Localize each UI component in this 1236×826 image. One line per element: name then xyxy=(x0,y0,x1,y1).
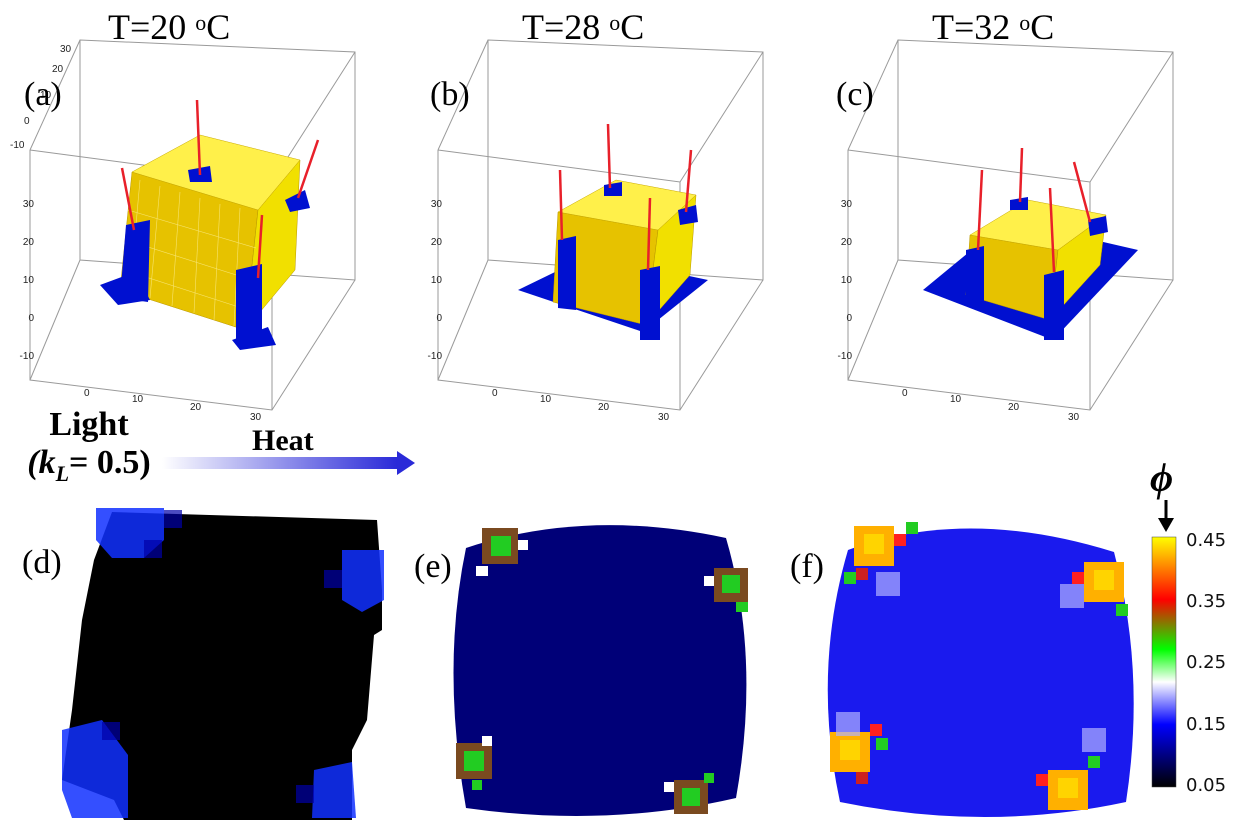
tick-vertical-a: 30 20 10 0 -10 xyxy=(19,199,34,362)
tick-vertical-b: 30 20 10 0 -10 xyxy=(427,199,442,362)
colorbar xyxy=(1151,536,1177,788)
heat-arrow xyxy=(162,451,415,475)
field-map-panel-d xyxy=(62,508,384,820)
field-map-panel-f xyxy=(827,522,1134,817)
heat-label: Heat xyxy=(252,424,314,457)
anchor-patches xyxy=(558,182,698,340)
hot-spot-tl xyxy=(844,522,918,596)
bounding-box xyxy=(437,39,764,411)
tick-bottom-a: 0 10 20 30 xyxy=(84,388,262,423)
tick-bottom-b: 0 10 20 30 xyxy=(492,388,670,423)
panel-label-b: (b) xyxy=(430,76,470,113)
panel-label-e: (e) xyxy=(414,548,452,585)
plot3d-panel-b xyxy=(437,39,764,411)
temperature-title-c: T=32 oC xyxy=(932,7,1055,47)
colorbar-pointer-icon xyxy=(1158,500,1174,532)
field-map-panel-e xyxy=(453,525,748,816)
anchor-patches xyxy=(966,197,1108,340)
panel-label-d: (d) xyxy=(22,544,62,581)
force-vectors xyxy=(976,147,1092,273)
anchor-patches xyxy=(100,166,310,350)
tick-bottom-c: 0 10 20 30 xyxy=(902,388,1080,423)
tick-depth-a: 30 20 10 0 -10 xyxy=(10,44,72,151)
force-vectors xyxy=(120,99,320,279)
panel-label-a: (a) xyxy=(24,76,62,113)
panel-label-f: (f) xyxy=(790,548,824,585)
hot-spot-tr xyxy=(1060,562,1128,616)
colorbar-tick-3: 0.15 xyxy=(1186,714,1227,735)
hot-spot-br xyxy=(664,773,714,814)
colorbar-tick-4: 0.05 xyxy=(1186,775,1227,796)
plot3d-panel-a xyxy=(29,39,356,411)
colorbar-symbol: ϕ xyxy=(1150,455,1174,500)
hot-spot-bl xyxy=(830,712,888,784)
light-label: Light (kL= 0.5) xyxy=(27,406,151,486)
hot-spot-bl xyxy=(456,736,492,790)
colorbar-tick-1: 0.35 xyxy=(1186,591,1227,612)
force-vectors xyxy=(558,123,693,271)
temperature-title-b: T=28 oC xyxy=(522,7,645,47)
hot-spot-br xyxy=(1036,728,1106,810)
panel-label-c: (c) xyxy=(836,76,874,113)
temperature-title-a: T=20 oC xyxy=(108,7,231,47)
plot3d-panel-c xyxy=(847,39,1174,411)
tick-vertical-c: 30 20 10 0 -10 xyxy=(837,199,852,362)
colorbar-tick-0: 0.45 xyxy=(1186,530,1227,551)
colorbar-tick-2: 0.25 xyxy=(1186,652,1227,673)
hot-spot-tr xyxy=(704,568,748,612)
hot-spot-tl xyxy=(476,528,528,576)
